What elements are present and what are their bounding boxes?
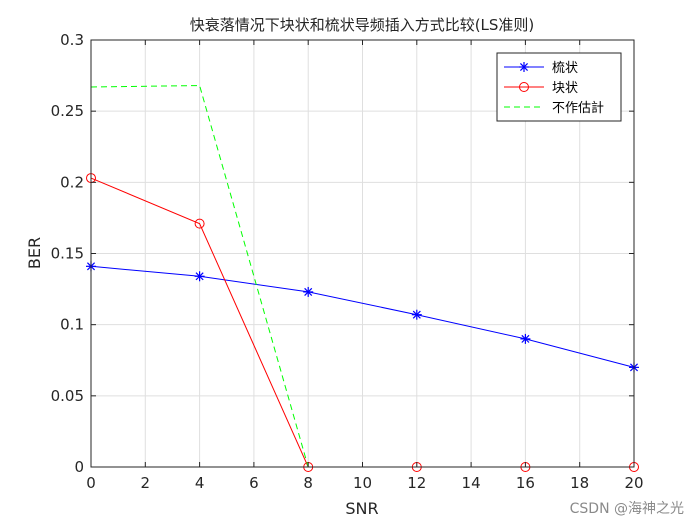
y-tick-label: 0.3 (60, 31, 84, 49)
legend-label: 梳状 (552, 61, 578, 76)
y-tick-label: 0.2 (60, 173, 84, 191)
x-tick-label: 14 (462, 474, 481, 492)
y-tick-label: 0.05 (51, 387, 84, 405)
x-tick-label: 8 (303, 474, 313, 492)
series-0-point (303, 286, 314, 297)
y-tick-label: 0.1 (60, 316, 84, 334)
legend-item: 块状 (504, 81, 578, 96)
y-tick-label: 0.15 (51, 245, 84, 263)
ticks: 0 2 4 6 8 10 12 14 16 18 20 0 0.05 0.1 0.15 0.2 0.25 0.3 (51, 31, 644, 492)
x-tick-label: 4 (195, 474, 205, 492)
x-tick-label: 16 (516, 474, 535, 492)
legend-item: 梳状 (504, 61, 578, 76)
x-tick-label: 18 (570, 474, 589, 492)
x-tick-label: 0 (86, 474, 96, 492)
x-tick-label: 10 (353, 474, 372, 492)
legend-item: 不作估計 (504, 100, 604, 116)
y-tick-label: 0 (74, 458, 84, 476)
legend-label: 块状 (552, 81, 578, 96)
chart-title: 快衰落情况下块状和梳状导频插入方式比较(LS准则) (190, 16, 535, 34)
x-tick-label: 2 (141, 474, 151, 492)
x-tick-label: 6 (249, 474, 259, 492)
series-0-point (520, 333, 531, 344)
series-line-0 (90, 265, 635, 368)
watermark: CSDN @海神之光 (570, 501, 684, 517)
series-0-point (194, 271, 205, 282)
x-tick-label: 20 (624, 474, 643, 492)
series-1-point (194, 218, 205, 229)
x-axis-label: SNR (345, 499, 378, 518)
y-axis-label: BER (25, 237, 44, 269)
legend-label: 不作估計 (552, 100, 604, 116)
y-tick-label: 0.25 (51, 102, 84, 120)
x-tick-label: 12 (407, 474, 426, 492)
series-0-point (411, 309, 422, 320)
